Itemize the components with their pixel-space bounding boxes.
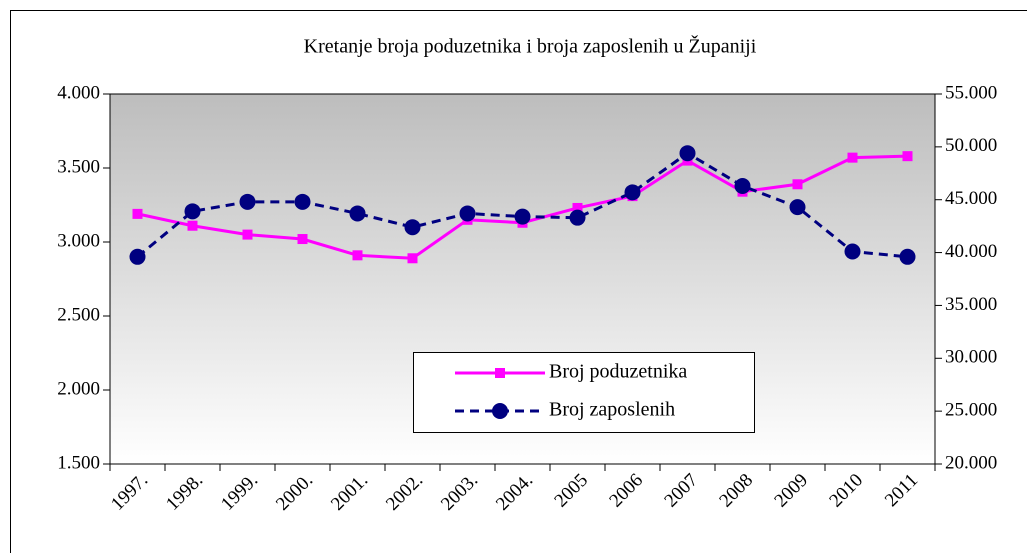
marker bbox=[899, 248, 916, 265]
legend bbox=[413, 352, 755, 433]
y2-tick-label: 50.000 bbox=[945, 135, 997, 156]
marker bbox=[734, 177, 751, 194]
legend-label: Broj zaposlenih bbox=[549, 399, 675, 421]
chart-title: Kretanje broja poduzetnika i broja zapos… bbox=[304, 35, 757, 58]
y2-tick-label: 55.000 bbox=[945, 82, 997, 103]
marker bbox=[132, 208, 143, 219]
y2-tick-label: 45.000 bbox=[945, 188, 997, 209]
legend-marker bbox=[495, 368, 505, 378]
marker bbox=[129, 248, 146, 265]
marker bbox=[352, 250, 363, 261]
marker bbox=[239, 193, 256, 210]
y-tick-label: 2.000 bbox=[57, 378, 100, 399]
y-tick-label: 3.000 bbox=[57, 230, 100, 251]
marker bbox=[572, 202, 583, 213]
legend-label: Broj poduzetnika bbox=[549, 361, 687, 383]
marker bbox=[459, 205, 476, 222]
marker bbox=[514, 208, 531, 225]
marker bbox=[184, 203, 201, 220]
y2-tick-label: 40.000 bbox=[945, 241, 997, 262]
marker bbox=[847, 152, 858, 163]
marker bbox=[902, 151, 913, 162]
marker bbox=[569, 209, 586, 226]
y2-tick-label: 25.000 bbox=[945, 400, 997, 421]
marker bbox=[789, 199, 806, 216]
y-tick-label: 3.500 bbox=[57, 156, 100, 177]
y-tick-label: 4.000 bbox=[57, 82, 100, 103]
y2-tick-label: 30.000 bbox=[945, 347, 997, 368]
legend-marker bbox=[492, 403, 508, 419]
marker bbox=[294, 193, 311, 210]
marker bbox=[844, 243, 861, 260]
y-tick-label: 2.500 bbox=[57, 304, 100, 325]
marker bbox=[297, 234, 308, 245]
marker bbox=[624, 184, 641, 201]
y-tick-label: 1.500 bbox=[57, 452, 100, 473]
marker bbox=[404, 219, 421, 236]
marker bbox=[792, 179, 803, 190]
marker bbox=[679, 145, 696, 162]
marker bbox=[407, 253, 418, 264]
marker bbox=[187, 220, 198, 231]
y2-tick-label: 20.000 bbox=[945, 452, 997, 473]
marker bbox=[242, 229, 253, 240]
marker bbox=[349, 205, 366, 222]
y2-tick-label: 35.000 bbox=[945, 294, 997, 315]
